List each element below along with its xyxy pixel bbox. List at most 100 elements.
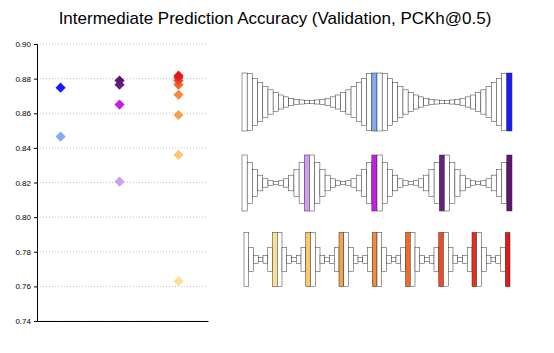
- layer: [273, 93, 278, 112]
- layer: [296, 255, 301, 263]
- layer: [299, 162, 304, 203]
- layer: [278, 95, 283, 109]
- grid: [37, 44, 208, 321]
- layer: [330, 179, 335, 187]
- layer: [341, 93, 346, 112]
- layer: [252, 170, 257, 197]
- y-tick: 0.90: [15, 40, 37, 49]
- layer: [377, 155, 382, 211]
- point: [173, 150, 183, 160]
- layer: [393, 83, 398, 122]
- y-tick-mark: [34, 79, 37, 80]
- layer: [247, 162, 252, 203]
- layer: [398, 179, 403, 187]
- layer: [401, 247, 406, 271]
- layer: [486, 87, 491, 118]
- hourglass-row: [242, 73, 512, 131]
- layer: [301, 247, 306, 271]
- layer: [502, 74, 507, 131]
- layer: [460, 175, 465, 191]
- layer: [367, 74, 372, 131]
- layer: [367, 162, 372, 203]
- layer: [244, 232, 249, 286]
- layer: [450, 162, 455, 203]
- layer: [263, 179, 268, 187]
- layer: [320, 99, 325, 104]
- layer: [311, 232, 316, 286]
- prediction-layer: [507, 155, 512, 211]
- layer: [315, 162, 320, 203]
- layer: [247, 74, 252, 131]
- layer: [284, 97, 289, 107]
- grid-line: [37, 113, 208, 114]
- layer: [391, 258, 396, 262]
- point: [114, 177, 124, 187]
- points: [55, 71, 183, 287]
- grid-line: [37, 44, 208, 45]
- layer: [289, 98, 294, 105]
- layer: [325, 175, 330, 191]
- y-tick-label: 0.82: [15, 179, 31, 188]
- layer: [453, 255, 458, 263]
- layer: [341, 181, 346, 184]
- point: [55, 83, 65, 93]
- layer: [491, 83, 496, 122]
- y-tick-label: 0.74: [15, 317, 31, 326]
- layer: [310, 100, 315, 104]
- layer: [346, 90, 351, 114]
- layer: [415, 247, 420, 271]
- layer: [249, 247, 254, 271]
- layer: [325, 98, 330, 105]
- layer: [382, 247, 387, 271]
- y-tick-mark: [34, 113, 37, 114]
- layer: [434, 162, 439, 203]
- layer: [334, 247, 339, 271]
- layer: [335, 95, 340, 109]
- y-tick: 0.82: [15, 179, 37, 188]
- layer: [387, 255, 392, 263]
- y-tick: 0.86: [15, 109, 37, 118]
- layer: [482, 247, 487, 271]
- x-axis-line: [38, 321, 209, 322]
- layer: [320, 255, 325, 263]
- layer: [268, 247, 273, 271]
- layer: [491, 258, 496, 262]
- layer: [481, 181, 486, 185]
- y-tick: 0.88: [15, 75, 37, 84]
- prediction-layer: [339, 232, 344, 286]
- layer: [425, 258, 430, 262]
- x-axis: [38, 321, 209, 322]
- layer: [424, 175, 429, 191]
- layer: [496, 255, 501, 263]
- layer: [304, 100, 309, 104]
- y-tick-label: 0.78: [15, 248, 31, 257]
- layer: [330, 255, 335, 263]
- layer: [387, 170, 392, 197]
- layer: [363, 255, 368, 263]
- prediction-layer: [507, 73, 512, 131]
- prediction-layer: [439, 155, 444, 211]
- layer: [398, 87, 403, 118]
- layer: [403, 90, 408, 114]
- layer: [413, 181, 418, 185]
- layer: [299, 100, 304, 104]
- layer: [252, 78, 257, 125]
- layer: [429, 170, 434, 197]
- layer: [444, 232, 449, 286]
- point: [173, 276, 183, 286]
- layer: [315, 100, 320, 104]
- layer: [470, 95, 475, 109]
- layer: [413, 95, 418, 109]
- layer: [382, 74, 387, 131]
- layer: [393, 175, 398, 191]
- layer: [273, 181, 278, 184]
- grid-line: [37, 217, 208, 218]
- layer: [330, 97, 335, 107]
- y-tick-label: 0.76: [15, 282, 31, 291]
- y-tick-mark: [34, 183, 37, 184]
- layer: [476, 93, 481, 112]
- layer: [445, 155, 450, 211]
- y-tick: 0.74: [15, 317, 37, 326]
- layer: [368, 247, 373, 271]
- layer: [420, 255, 425, 263]
